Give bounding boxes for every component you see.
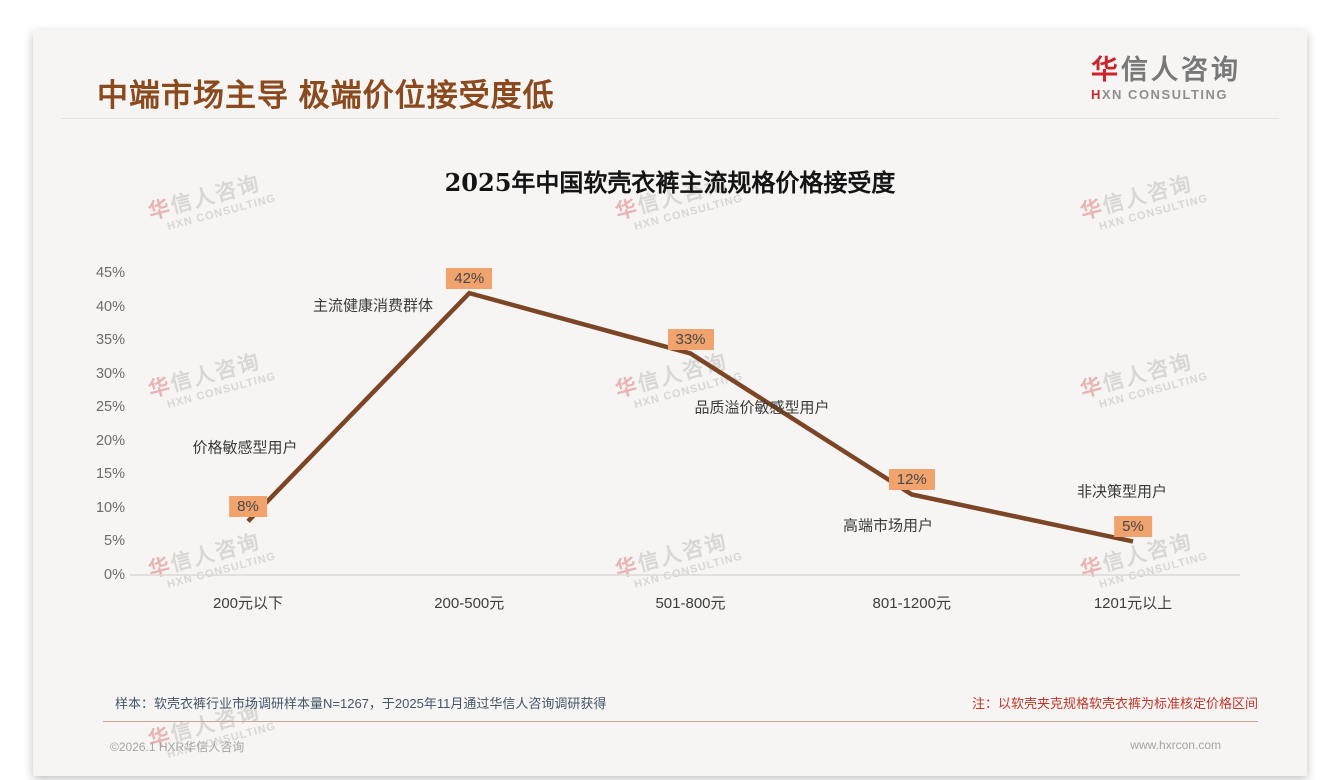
page-title: 中端市场主导 极端价位接受度低 — [97, 78, 555, 113]
y-tick-label: 5% — [104, 533, 125, 550]
series-annotation: 价格敏感型用户 — [192, 439, 298, 457]
y-tick-label: 45% — [95, 265, 125, 281]
series-line — [246, 290, 1134, 544]
logo-cn-rest: 信人咨询 — [1121, 55, 1241, 85]
header-divider — [61, 118, 1279, 119]
data-point-label: 33% — [667, 328, 714, 350]
y-tick-label: 30% — [95, 365, 125, 382]
x-category-label: 801-1200元 — [872, 595, 951, 612]
series-annotation: 高端市场用户 — [842, 517, 934, 535]
chart-title: 2025年中国软壳衣裤主流规格价格接受度 — [444, 168, 896, 197]
series-annotation: 非决策型用户 — [1076, 483, 1168, 501]
data-point-label: 8% — [229, 496, 267, 518]
price-note: 注：以软壳夹克规格软壳衣裤为标准核定价格区间 — [971, 696, 1258, 711]
data-point-label: 42% — [446, 268, 493, 290]
x-category-label: 200-500元 — [434, 595, 505, 612]
series-annotation: 品质溢价敏感型用户 — [694, 399, 830, 417]
logo-cn-text: 华信人咨询 — [1091, 55, 1241, 86]
y-tick-label: 25% — [95, 399, 125, 416]
x-category-label: 1201元以上 — [1093, 595, 1173, 612]
series-annotation: 主流健康消费群体 — [312, 297, 434, 315]
x-category-label: 501-800元 — [655, 595, 726, 612]
y-tick-label: 0% — [104, 567, 125, 583]
company-logo: 华信人咨询 HXN CONSULTING — [1091, 55, 1241, 102]
x-category-label: 200元以下 — [212, 595, 284, 612]
y-tick-label: 40% — [95, 298, 125, 315]
logo-en-rest: XN CONSULTING — [1101, 86, 1229, 102]
sample-note: 样本：软壳衣裤行业市场调研样本量N=1267，于2025年11月通过华信人咨询调… — [115, 696, 607, 711]
footer-divider — [103, 721, 1258, 722]
data-point-label: 5% — [1114, 516, 1152, 538]
copyright-text: ©2026.1 HXR华信人咨询 — [110, 740, 245, 754]
line-chart — [130, 290, 1240, 576]
logo-cn-first: 华 — [1091, 55, 1121, 85]
y-tick-label: 15% — [95, 466, 125, 483]
report-slide: 华信人咨询 HXN CONSULTING 华信人咨询 HXN CONSULTING 华信… — [33, 30, 1307, 776]
logo-en-text: HXN CONSULTING — [1091, 87, 1241, 102]
y-tick-label: 10% — [95, 499, 125, 516]
y-tick-label: 20% — [95, 432, 125, 449]
y-tick-label: 35% — [95, 332, 125, 349]
data-point-label: 12% — [888, 469, 935, 491]
website-text: www.hxrcon.com — [1130, 738, 1221, 752]
logo-en-first: H — [1091, 86, 1102, 102]
